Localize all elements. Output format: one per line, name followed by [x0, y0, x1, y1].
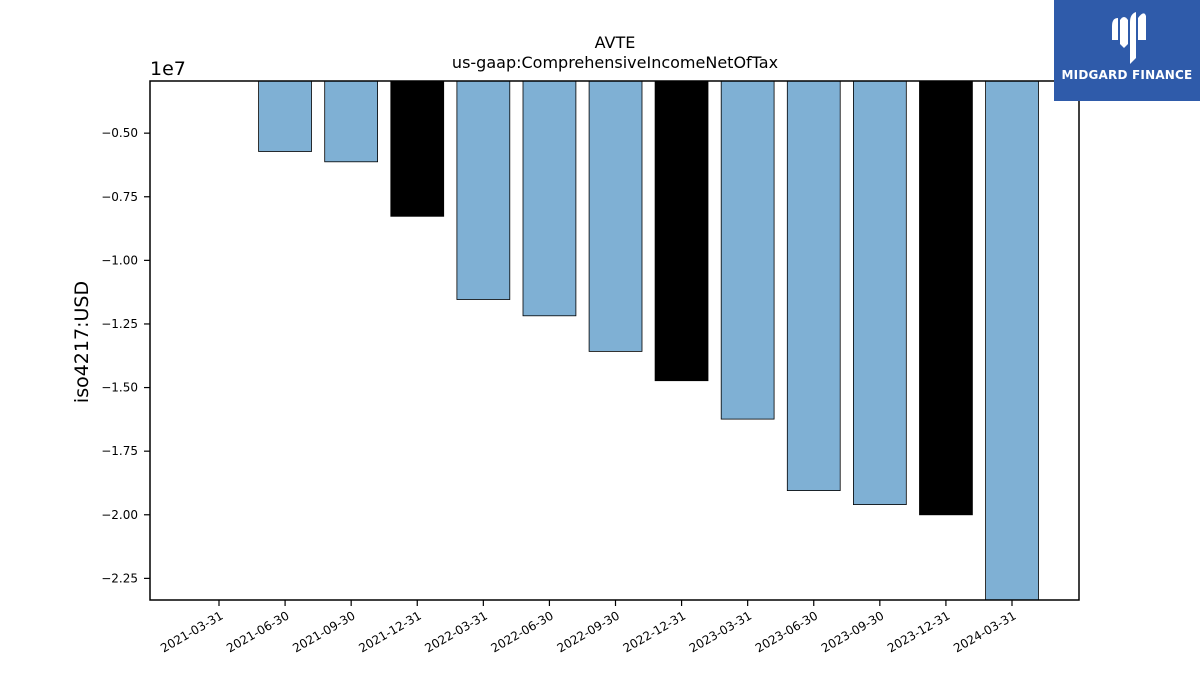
- bar-2021-06-30: [258, 80, 312, 152]
- logo-text: MIDGARD FINANCE: [1061, 68, 1193, 82]
- midgard-logo-icon: [1112, 12, 1146, 64]
- y-ticks-group: −0.50 −0.75 −1.00 −1.25 −1.50 −1.75 −2.00 −2.25: [101, 126, 150, 585]
- x-tick-label: 2023-03-31: [687, 608, 754, 655]
- bar-2023-12-31: [919, 80, 973, 516]
- x-tick-label: 2022-06-30: [489, 608, 556, 655]
- plot-frame: [149, 80, 1080, 601]
- x-tick-label: 2021-06-30: [224, 608, 291, 655]
- scale-label: 1e7: [150, 58, 186, 80]
- x-tick-label: 2021-09-30: [290, 608, 357, 655]
- y-tick-label: −2.00: [101, 508, 138, 522]
- y-tick-label: −2.25: [101, 571, 138, 585]
- bar-2022-03-31: [456, 80, 511, 300]
- x-ticks-group: 2021-03-312021-06-302021-09-302021-12-31…: [158, 600, 1019, 655]
- bar-2023-03-31: [720, 80, 775, 420]
- x-tick-label: 2022-12-31: [621, 608, 688, 655]
- logo-badge: MIDGARD FINANCE: [1054, 0, 1200, 101]
- bar-2022-12-31: [654, 80, 709, 382]
- y-tick-label: −1.25: [101, 317, 138, 331]
- bar-2022-06-30: [522, 80, 577, 317]
- bar-2023-06-30: [786, 80, 841, 492]
- bar-2021-12-31: [390, 80, 445, 217]
- chart-subtitle: us-gaap:ComprehensiveIncomeNetOfTax: [452, 53, 778, 72]
- y-tick-label: −1.50: [101, 381, 138, 395]
- chart-title: AVTE: [595, 33, 636, 52]
- y-tick-label: −1.00: [101, 253, 138, 267]
- y-tick-label: −0.75: [101, 190, 138, 204]
- bar-2021-09-30: [324, 80, 379, 163]
- y-tick-label: −1.75: [101, 444, 138, 458]
- x-tick-label: 2023-12-31: [885, 608, 952, 655]
- y-axis-label: iso4217:USD: [71, 281, 93, 403]
- x-tick-label: 2023-06-30: [753, 608, 820, 655]
- bar-2024-03-31: [985, 80, 1039, 601]
- x-tick-label: 2021-12-31: [356, 608, 423, 655]
- x-tick-label: 2022-09-30: [555, 608, 622, 655]
- x-tick-label: 2023-09-30: [819, 608, 886, 655]
- y-tick-label: −0.50: [101, 126, 138, 140]
- x-tick-label: 2022-03-31: [422, 608, 489, 655]
- bar-2022-09-30: [588, 80, 643, 352]
- x-tick-label: 2024-03-31: [951, 608, 1018, 655]
- bars-group: [258, 80, 1039, 601]
- bar-2023-09-30: [853, 80, 907, 506]
- x-tick-label: 2021-03-31: [158, 608, 225, 655]
